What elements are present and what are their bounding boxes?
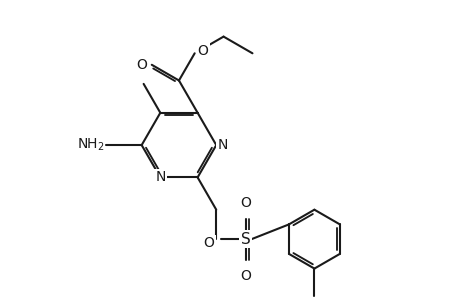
Text: O: O [240,268,251,283]
Text: O: O [203,236,214,250]
Text: S: S [241,232,250,247]
Text: O: O [136,58,146,72]
Text: NH$_2$: NH$_2$ [77,137,104,153]
Text: N: N [217,138,227,152]
Text: O: O [240,196,251,210]
Text: O: O [197,44,208,58]
Text: N: N [155,170,165,184]
